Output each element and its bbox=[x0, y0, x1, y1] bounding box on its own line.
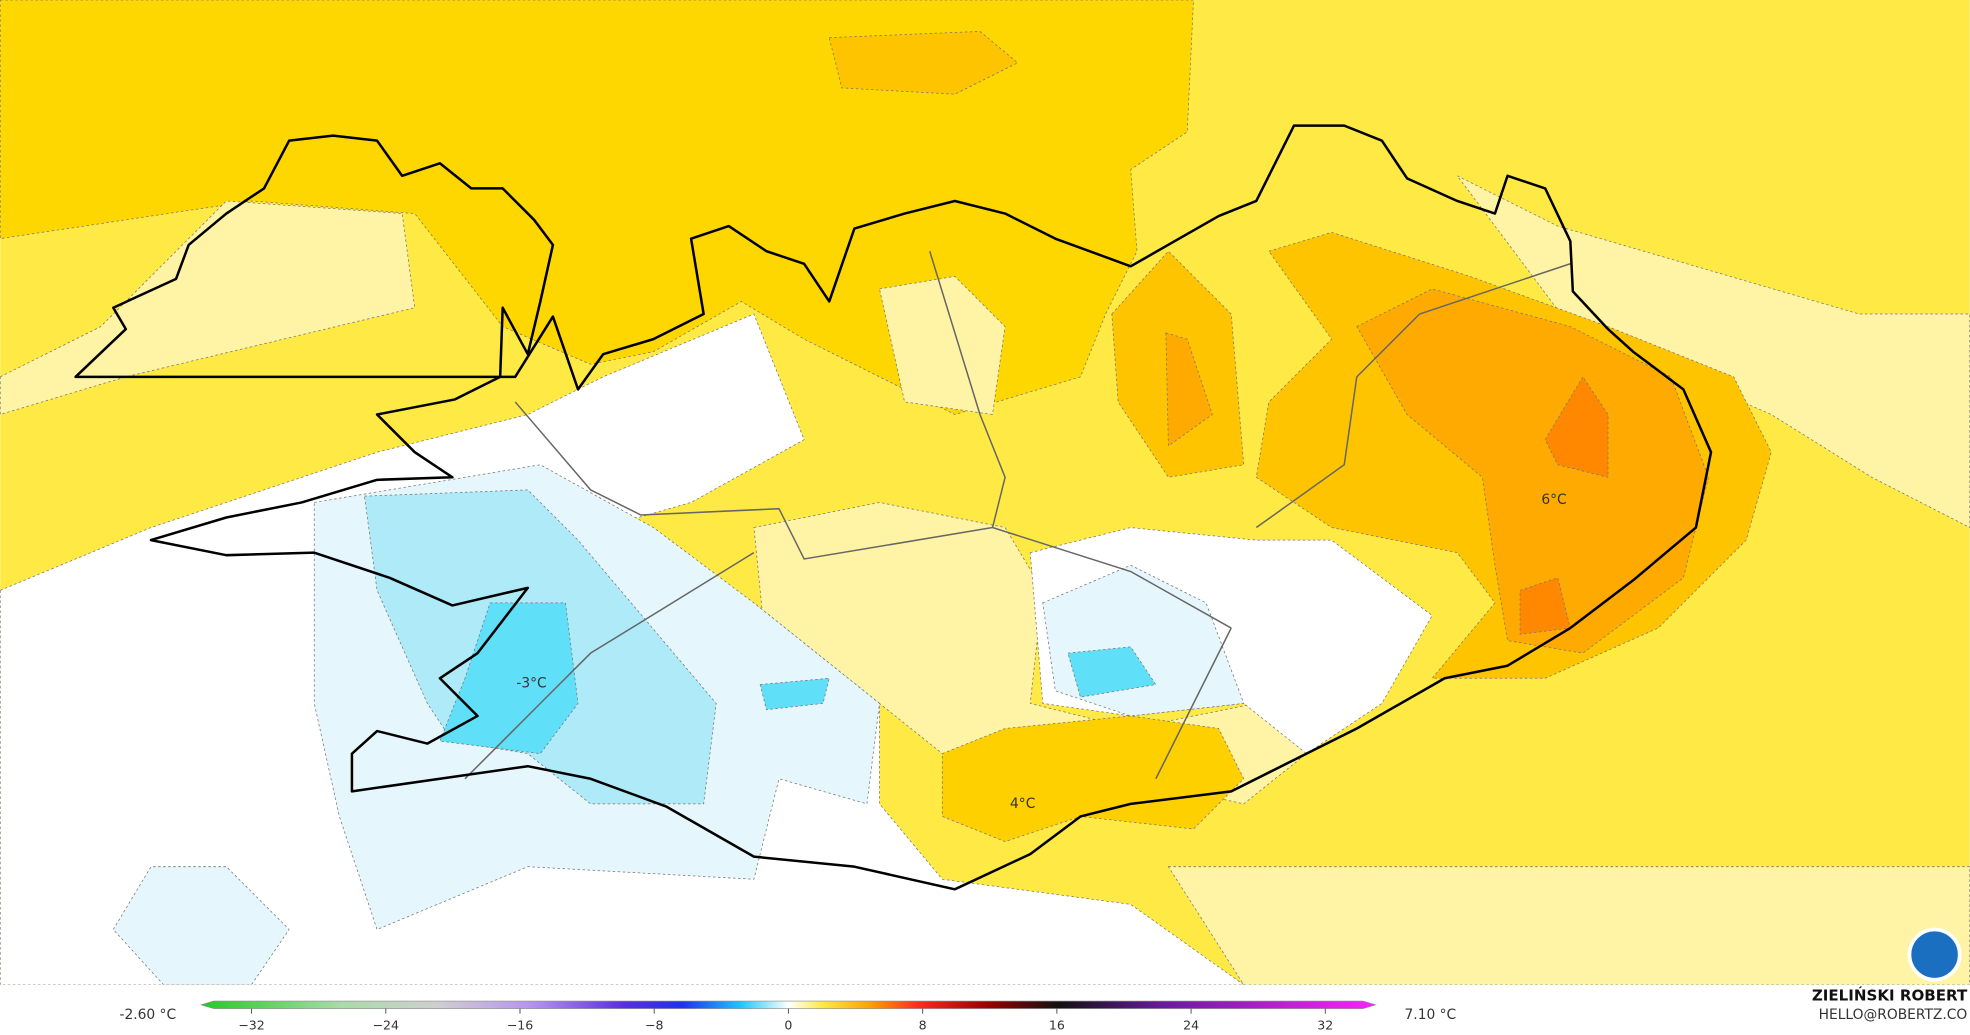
colorbar-min-label: -2.60 °C bbox=[119, 1007, 176, 1023]
field-pale bbox=[1167, 866, 1970, 986]
colorbar-tick-label: −8 bbox=[645, 1018, 664, 1033]
temperature-field bbox=[0, 0, 1970, 986]
field-orange bbox=[1165, 332, 1213, 447]
colorbar-tick-label: −16 bbox=[507, 1018, 533, 1033]
contour-label: 6°C bbox=[1541, 492, 1566, 508]
colorbar-tick-label: 24 bbox=[1183, 1018, 1199, 1033]
contour-label: 4°C bbox=[1010, 796, 1035, 812]
colorbar-max-label: 7.10 °C bbox=[1405, 1007, 1457, 1023]
field-pale bbox=[879, 275, 1006, 415]
credit-name: ZIELIŃSKI ROBERT bbox=[1812, 986, 1968, 1005]
field-cyan bbox=[759, 677, 830, 711]
contour-label: -3°C bbox=[516, 675, 546, 691]
noaa-logo bbox=[1907, 927, 1962, 982]
colorbar-tick-label: 0 bbox=[784, 1018, 792, 1033]
footer bbox=[0, 984, 1970, 1035]
field-orange bbox=[1356, 288, 1709, 654]
colorbar-tick-label: 32 bbox=[1317, 1018, 1333, 1033]
field-gold bbox=[941, 715, 1245, 842]
colorbar-tick-label: −24 bbox=[373, 1018, 399, 1033]
credit-contact: HELLO@ROBERTZ.CO bbox=[1819, 1007, 1968, 1023]
field-dark-orange bbox=[1544, 376, 1609, 478]
borders bbox=[464, 250, 1571, 780]
colorbar bbox=[200, 1000, 1377, 1009]
field-pale bbox=[0, 200, 416, 415]
coastline bbox=[74, 124, 1713, 891]
colorbar-tick-label: −32 bbox=[238, 1018, 264, 1033]
colorbar-tick-label: 8 bbox=[919, 1018, 927, 1033]
field-cyan bbox=[1067, 646, 1157, 698]
colorbar-tick-label: 16 bbox=[1049, 1018, 1065, 1033]
field-orange-gold bbox=[828, 31, 1019, 95]
